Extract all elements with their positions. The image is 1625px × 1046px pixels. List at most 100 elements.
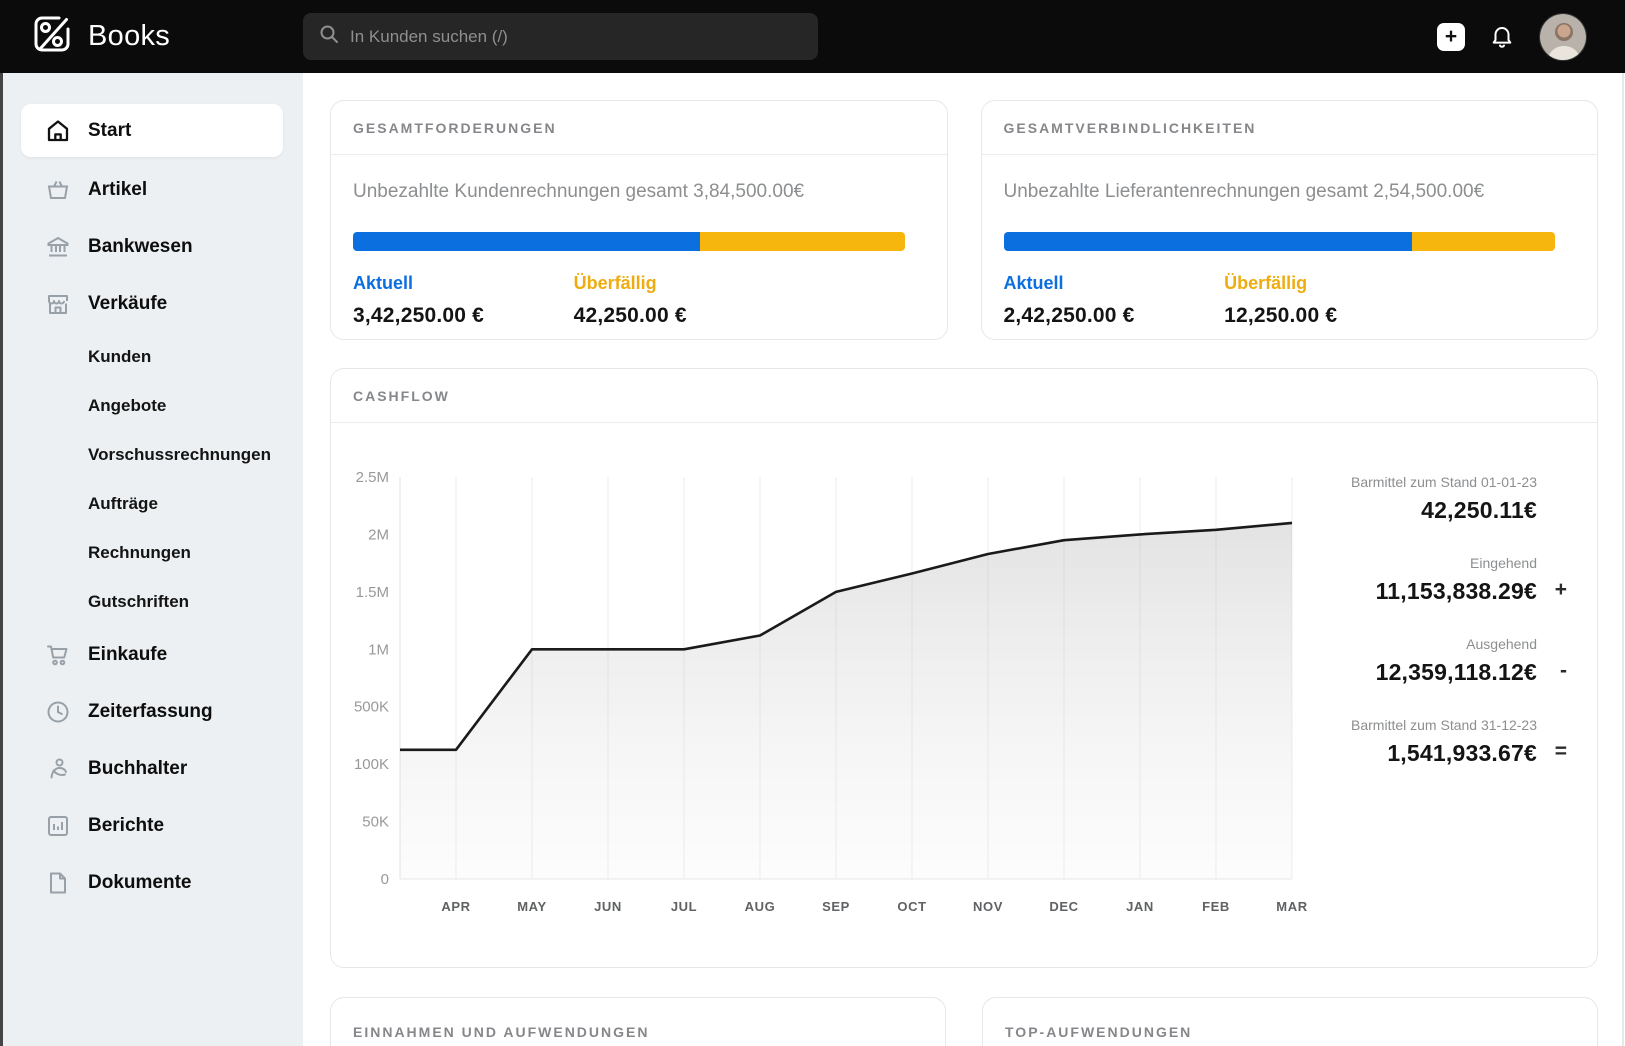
total-payables-card: GESAMTVERBINDLICHKEITEN Unbezahlte Liefe… [980, 100, 1598, 340]
current-amount[interactable]: 2,42,250.00 € [1003, 304, 1135, 327]
summary-operator: = [1554, 740, 1567, 763]
accountant-icon [45, 756, 71, 782]
sidebar-item-artikel[interactable]: Artikel [3, 161, 303, 218]
y-axis-label: 1M [368, 641, 389, 658]
current-amount[interactable]: 3,42,250.00 € [353, 304, 485, 327]
notifications-bell-icon[interactable] [1489, 24, 1515, 50]
sidebar-subitem-auftrge[interactable]: Aufträge [3, 479, 303, 528]
overdue-segment [700, 232, 905, 251]
sidebar-item-bankwesen[interactable]: Bankwesen [3, 218, 303, 275]
summary-value: 1,541,933.67€ [1387, 740, 1537, 766]
current-label: Aktuell [1003, 273, 1064, 293]
summary-label: Eingehend [1470, 555, 1537, 571]
x-axis-label: JUN [594, 899, 622, 914]
sidebar-subitem-kunden[interactable]: Kunden [3, 332, 303, 381]
store-icon [45, 291, 71, 317]
x-axis-label: SEP [822, 899, 850, 914]
sidebar-item-verkufe[interactable]: Verkäufe [3, 275, 303, 332]
y-axis-label: 2.5M [356, 469, 389, 486]
current-label: Aktuell [353, 273, 414, 293]
receivables-progress-bar [353, 232, 905, 251]
user-avatar[interactable] [1539, 12, 1587, 61]
sidebar-item-buchhalter[interactable]: Buchhalter [3, 740, 303, 797]
x-axis-label: JAN [1126, 899, 1154, 914]
y-axis-label: 100K [354, 756, 389, 773]
report-icon [45, 813, 71, 839]
sidebar-subitem-label: Aufträge [88, 493, 158, 513]
summary-label: Ausgehend [1466, 636, 1537, 652]
top-expenses-card: TOP-AUFWENDUNGEN [982, 997, 1598, 1046]
main-content: GESAMTFORDERUNGEN Unbezahlte Kundenrechn… [303, 73, 1625, 1046]
global-search[interactable] [303, 13, 818, 60]
card-header: TOP-AUFWENDUNGEN [983, 998, 1597, 1046]
summary-label: Barmittel zum Stand 01-01-23 [1351, 474, 1537, 490]
home-icon [45, 118, 71, 144]
current-segment [1003, 232, 1412, 251]
bank-icon [45, 234, 71, 260]
cashflow-area-fill [400, 522, 1292, 879]
card-title: EINNAHMEN UND AUFWENDUNGEN [353, 1024, 650, 1040]
sidebar-item-label: Artikel [88, 178, 148, 200]
sidebar-item-zeiterfassung[interactable]: Zeiterfassung [3, 683, 303, 740]
sidebar-subitem-label: Rechnungen [88, 542, 191, 562]
cashflow-area-chart[interactable]: APR MAY JUN JUL AUG SEP OCT NOV DEC JAN FEB MAR 0 50K… [331, 459, 1321, 934]
cashflow-summary-item: Barmittel zum Stand 31-12-23 1,541,933.67… [1282, 717, 1567, 767]
sidebar-subitem-rechnungen[interactable]: Rechnungen [3, 528, 303, 577]
payables-subtitle: Unbezahlte Lieferantenrechnungen gesamt … [1003, 181, 1485, 202]
overdue-amount[interactable]: 42,250.00 € [573, 304, 687, 327]
sidebar-nav: Start Artikel Bankwesen Verkäufe Kunden Angeb… [0, 73, 303, 1046]
brand-name: Books [88, 20, 171, 52]
summary-value: 12,359,118.12€ [1375, 659, 1537, 685]
y-axis-label: 1.5M [356, 584, 389, 601]
cashflow-summary-item: Barmittel zum Stand 01-01-23 42,250.11€ [1282, 474, 1567, 524]
x-axis-label: MAR [1276, 899, 1307, 914]
sidebar-item-label: Verkäufe [88, 292, 168, 314]
quick-create-button[interactable]: + [1437, 22, 1465, 51]
cashflow-summary-item: Eingehend 11,153,838.29€ + [1282, 555, 1567, 605]
cashflow-summary: Barmittel zum Stand 01-01-23 42,250.11€ Ei… [1282, 474, 1567, 798]
sidebar-item-label: Berichte [88, 814, 165, 836]
sidebar-item-start[interactable]: Start [21, 104, 283, 157]
sidebar-item-label: Dokumente [88, 871, 192, 893]
app-brand[interactable]: Books [30, 12, 303, 61]
summary-operator: + [1554, 578, 1567, 601]
y-axis-label: 50K [362, 814, 389, 831]
search-icon [319, 24, 339, 49]
search-input[interactable] [350, 26, 802, 47]
sidebar-item-einkaufe[interactable]: Einkaufe [3, 626, 303, 683]
x-axis-label: JUL [671, 899, 697, 914]
card-header: GESAMTVERBINDLICHKEITEN [981, 101, 1597, 155]
overdue-label: Überfällig [573, 273, 657, 293]
sidebar-subitem-gutschriften[interactable]: Gutschriften [3, 577, 303, 626]
sidebar-subitem-vorschussrechnungen[interactable]: Vorschussrechnungen [3, 430, 303, 479]
overdue-label: Überfällig [1224, 273, 1308, 293]
x-axis-label: APR [441, 899, 470, 914]
sidebar-item-berichte[interactable]: Berichte [3, 797, 303, 854]
card-title: CASHFLOW [353, 388, 450, 404]
card-header: CASHFLOW [331, 369, 1597, 423]
sidebar-subitem-label: Angebote [88, 395, 167, 415]
overdue-segment [1411, 232, 1555, 251]
cashflow-line [400, 521, 1293, 752]
x-axis-label: NOV [973, 899, 1003, 914]
y-axis-label: 500K [354, 699, 389, 716]
books-logo-icon [30, 12, 74, 61]
sidebar-item-label: Buchhalter [88, 757, 188, 779]
y-axis-label: 2M [368, 526, 389, 543]
card-header: GESAMTFORDERUNGEN [331, 101, 947, 155]
x-axis-label: AUG [745, 899, 776, 914]
cashflow-card: CASHFLOW APR MAY JUN JUL AUG SEP OCT NOV DEC JAN F… [330, 368, 1598, 968]
top-bar: Books + [0, 0, 1625, 73]
total-receivables-card: GESAMTFORDERUNGEN Unbezahlte Kundenrechn… [330, 100, 948, 340]
sidebar-item-dokumente[interactable]: Dokumente [3, 854, 303, 911]
summary-value: 11,153,838.29€ [1375, 578, 1537, 604]
sidebar-subitem-angebote[interactable]: Angebote [3, 381, 303, 430]
x-axis-label: DEC [1049, 899, 1078, 914]
clock-icon [45, 699, 71, 725]
card-header: EINNAHMEN UND AUFWENDUNGEN [331, 998, 945, 1046]
sidebar-item-label: Start [88, 119, 132, 141]
overdue-amount[interactable]: 12,250.00 € [1224, 304, 1338, 327]
current-segment [353, 232, 701, 251]
income-expense-card: EINNAHMEN UND AUFWENDUNGEN [330, 997, 946, 1046]
card-title: GESAMTVERBINDLICHKEITEN [1003, 120, 1257, 136]
